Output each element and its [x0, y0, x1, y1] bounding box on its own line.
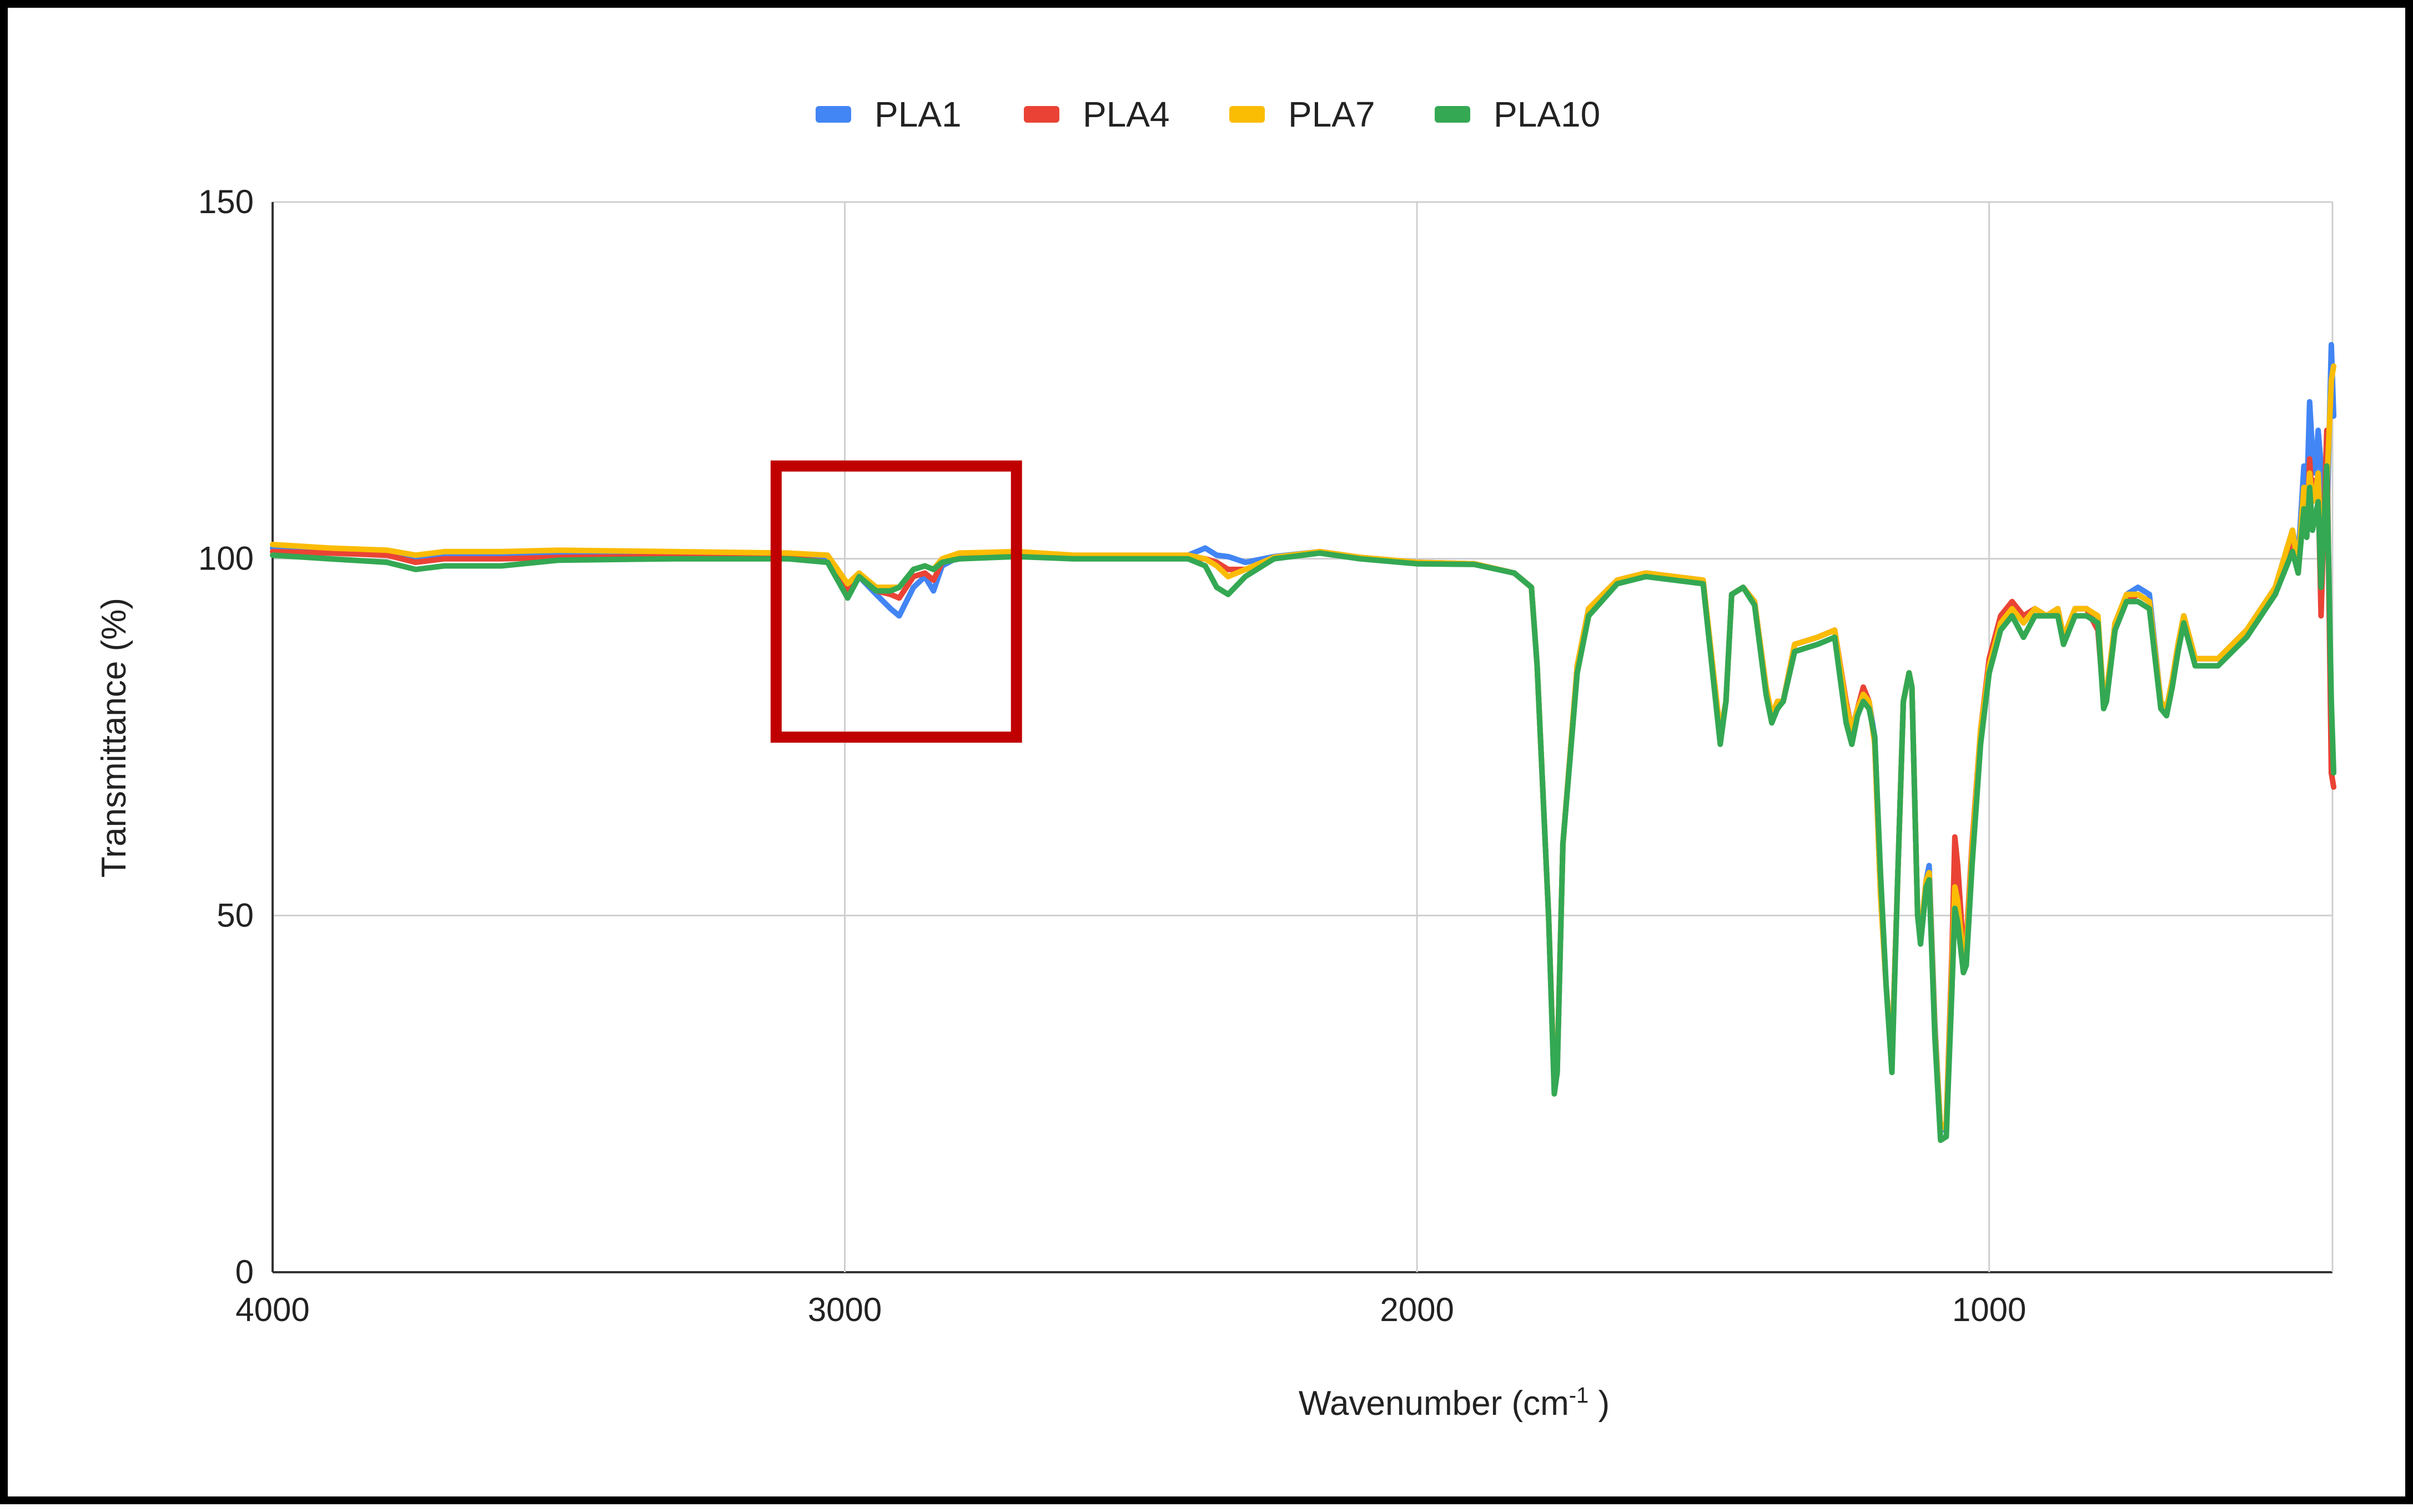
legend: PLA1 PLA4 PLA7 PLA10 — [816, 94, 1600, 134]
series-layer — [270, 342, 2337, 1143]
y-axis-title: Transmittance (%) — [95, 598, 133, 878]
legend-label: PLA7 — [1288, 94, 1375, 134]
y-tick-label: 50 — [217, 896, 254, 934]
series-line-pla1 — [270, 342, 2337, 1132]
legend-label: PLA1 — [874, 94, 962, 134]
legend-label: PLA4 — [1083, 94, 1170, 134]
legend-swatch — [1229, 106, 1265, 123]
grid-lines — [272, 201, 2334, 1273]
x-tick-label: 3000 — [808, 1291, 882, 1328]
legend-item-pla4: PLA4 — [1024, 94, 1170, 134]
x-axis-title-end: ) — [1588, 1384, 1610, 1423]
y-tick-label: 100 — [198, 540, 254, 577]
legend-item-pla7: PLA7 — [1229, 94, 1375, 134]
x-axis-title-main: Wavenumber (cm — [1299, 1384, 1569, 1423]
x-axis-title-superscript: -1 — [1569, 1383, 1589, 1408]
legend-item-pla10: PLA10 — [1435, 94, 1600, 134]
x-tick-label: 2000 — [1380, 1291, 1454, 1328]
x-axis-title: Wavenumber (cm-1 ) — [1299, 1383, 1610, 1423]
axes: 0 50 100 150 4000 3000 2000 1000 — [198, 183, 2027, 1328]
series-line-pla4 — [270, 427, 2337, 1132]
y-tick-label: 150 — [198, 183, 254, 220]
x-tick-label: 4000 — [235, 1291, 309, 1328]
highlight-box-layer — [770, 460, 1022, 743]
legend-swatch — [816, 106, 851, 123]
legend-swatch — [1024, 106, 1059, 123]
highlight-box — [770, 460, 1022, 743]
legend-label: PLA10 — [1494, 94, 1600, 134]
legend-item-pla1: PLA1 — [816, 94, 962, 134]
x-tick-label: 1000 — [1952, 1291, 2026, 1328]
y-tick-label: 0 — [235, 1253, 254, 1291]
series-line-pla10 — [270, 463, 2337, 1143]
series-line-pla7 — [270, 363, 2337, 1132]
legend-swatch — [1435, 106, 1470, 123]
